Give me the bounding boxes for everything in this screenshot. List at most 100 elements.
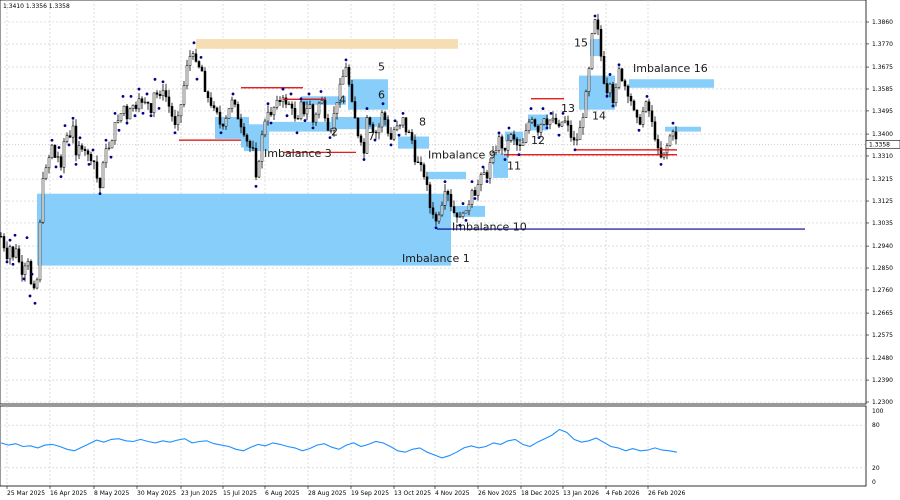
- zone-label: Imbalance 10: [452, 220, 527, 233]
- candle-body: [135, 105, 137, 109]
- candle-body: [393, 130, 395, 139]
- candle-body: [228, 108, 230, 118]
- swing-low-marker: [398, 134, 401, 137]
- candle-body: [438, 215, 440, 221]
- candle-body: [9, 247, 11, 259]
- candle-body: [576, 140, 578, 141]
- candle-body: [342, 76, 344, 84]
- candle-body: [93, 161, 95, 162]
- indicator-level-label: 100: [872, 408, 884, 415]
- candle-body: [594, 20, 596, 34]
- candle-body: [213, 106, 215, 108]
- candle-body: [579, 128, 581, 140]
- candle-body: [399, 125, 401, 126]
- candle-body: [384, 113, 386, 120]
- candle-body: [69, 136, 71, 138]
- candle-body: [102, 163, 104, 188]
- candle-body: [18, 249, 20, 262]
- candle-body: [555, 118, 557, 124]
- candle-body: [486, 172, 488, 178]
- candle-body: [6, 248, 8, 259]
- candle-body: [390, 133, 392, 139]
- candle-body: [552, 118, 554, 120]
- swing-low-marker: [60, 175, 63, 178]
- x-tick-label: 4 Feb 2026: [606, 490, 640, 497]
- candle-body: [618, 69, 620, 87]
- current-price-label: 1.3358: [869, 141, 890, 148]
- candle-body: [504, 148, 506, 150]
- swing-high-marker: [79, 136, 82, 139]
- x-tick-label: 30 May 2025: [137, 490, 176, 497]
- zone-label: 15: [574, 36, 588, 49]
- candle-body: [402, 118, 404, 126]
- candle-body: [177, 116, 179, 125]
- swing-high-marker: [594, 15, 597, 18]
- candle-body: [279, 100, 281, 102]
- candle-body: [426, 177, 428, 185]
- candle-body: [519, 145, 521, 146]
- candle-body: [591, 34, 593, 69]
- candle-body: [429, 185, 431, 208]
- candle-body: [501, 137, 503, 148]
- swing-high-marker: [92, 149, 95, 152]
- candle-body: [588, 69, 590, 92]
- candle-body: [513, 135, 515, 139]
- candle-body: [219, 112, 221, 124]
- candle-body: [651, 111, 653, 122]
- candle-body: [222, 124, 224, 126]
- swing-low-marker: [158, 107, 161, 110]
- swing-high-marker: [382, 102, 385, 105]
- y-tick-label: 1.3215: [872, 176, 893, 183]
- candle-body: [441, 205, 443, 215]
- candle-body: [174, 116, 176, 124]
- swing-low-marker: [638, 129, 641, 132]
- candle-body: [432, 208, 434, 215]
- candle-body: [600, 29, 602, 56]
- swing-low-marker: [118, 129, 121, 132]
- candle-body: [150, 103, 152, 112]
- candle-body: [570, 125, 572, 137]
- candle-body: [27, 261, 29, 266]
- swing-high-marker: [300, 97, 303, 100]
- x-tick-label: 18 Dec 2025: [521, 490, 560, 497]
- candle-body: [207, 92, 209, 98]
- candle-body: [30, 261, 32, 283]
- supply-zone: [196, 39, 458, 49]
- candle-body: [261, 135, 263, 162]
- candle-body: [459, 217, 461, 218]
- indicator-level-label: 20: [872, 465, 880, 472]
- candle-body: [72, 126, 74, 137]
- x-tick-label: 15 Jul 2025: [223, 490, 257, 497]
- zone-label: 14: [592, 109, 606, 122]
- y-tick-label: 1.2480: [872, 355, 893, 362]
- candle-body: [672, 132, 674, 136]
- zone-label: 13: [561, 102, 575, 115]
- swing-high-marker: [114, 112, 117, 115]
- swing-low-marker: [150, 114, 153, 117]
- candle-body: [168, 97, 170, 106]
- swing-low-marker: [88, 163, 91, 166]
- x-tick-label: 26 Feb 2026: [648, 490, 686, 497]
- candle-body: [381, 113, 383, 127]
- y-axis: 1.3860 1.3770 1.3675 1.3585 1.3495 1.3400 1.33…: [866, 19, 893, 406]
- candle-body: [180, 104, 182, 115]
- imbalance-zone: [263, 122, 331, 132]
- candle-body: [171, 106, 173, 116]
- x-tick-label: 19 Sep 2025: [351, 490, 389, 497]
- candle-body: [153, 93, 155, 113]
- swing-low-marker: [363, 158, 366, 161]
- candle-body: [522, 142, 524, 145]
- swing-high-marker: [282, 88, 285, 91]
- x-tick-label: 16 Apr 2025: [50, 490, 87, 497]
- candle-body: [60, 157, 62, 168]
- zone-label: Imbalance 3: [264, 147, 332, 160]
- swing-low-marker: [612, 105, 615, 108]
- swing-high-marker: [394, 119, 397, 122]
- swing-low-marker: [504, 158, 507, 161]
- candle-body: [408, 132, 410, 133]
- candle-body: [444, 191, 446, 205]
- candle-body: [564, 121, 566, 122]
- swing-low-marker: [134, 114, 137, 117]
- candle-body: [225, 118, 227, 126]
- candle-body: [477, 185, 479, 196]
